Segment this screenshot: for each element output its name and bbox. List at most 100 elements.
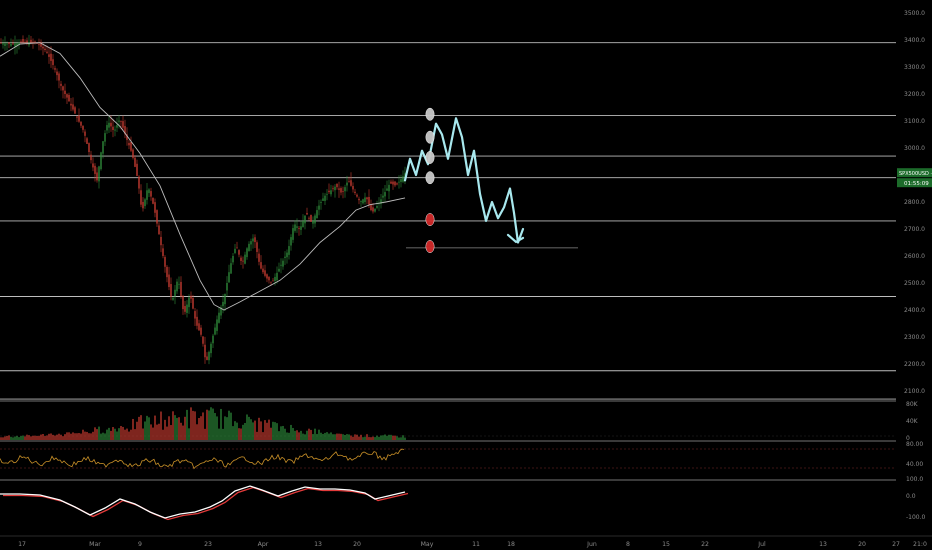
volume-bar bbox=[60, 434, 62, 440]
candle-body bbox=[328, 190, 330, 193]
candle-body bbox=[246, 248, 248, 258]
volume-bar bbox=[174, 415, 176, 440]
candle-body bbox=[244, 254, 246, 264]
candle-body bbox=[296, 226, 298, 228]
volume-bar bbox=[46, 435, 48, 440]
volume-bar bbox=[14, 436, 16, 440]
volume-bar bbox=[350, 435, 352, 440]
volume-bar bbox=[264, 420, 266, 440]
candle-body bbox=[194, 311, 196, 319]
price-tick-label: 3000.0 bbox=[904, 145, 925, 152]
volume-bar bbox=[224, 416, 226, 440]
forecast-drawing[interactable] bbox=[403, 117, 525, 244]
candle-body bbox=[380, 199, 382, 204]
candle-body bbox=[136, 163, 138, 176]
candle-body bbox=[102, 141, 104, 154]
volume-bar bbox=[278, 431, 280, 440]
volume-bar bbox=[136, 421, 138, 440]
candle-body bbox=[64, 90, 66, 94]
volume-bar bbox=[6, 435, 8, 440]
volume-bar bbox=[42, 433, 44, 440]
candle-body bbox=[58, 73, 60, 81]
candle-body bbox=[118, 120, 120, 122]
volume-bar bbox=[120, 425, 122, 440]
candle-body bbox=[152, 197, 154, 204]
volume-bar bbox=[134, 429, 136, 440]
candle-body bbox=[16, 42, 18, 46]
candle-body bbox=[330, 190, 332, 195]
volume-bar bbox=[316, 433, 318, 440]
volume-bar bbox=[160, 411, 162, 440]
candle-body bbox=[170, 284, 172, 297]
candle-body bbox=[314, 215, 316, 224]
volume-bar bbox=[146, 415, 148, 440]
time-tick-label: 17 bbox=[18, 541, 26, 548]
volume-bar bbox=[176, 417, 178, 440]
candle-body bbox=[44, 48, 46, 50]
candle-body bbox=[288, 246, 290, 255]
volume-bar bbox=[186, 409, 188, 440]
candle-body bbox=[226, 283, 228, 291]
volume-bar bbox=[244, 422, 246, 440]
candle-body bbox=[324, 195, 326, 201]
volume-bar bbox=[156, 424, 158, 440]
volume-bar bbox=[76, 433, 78, 440]
candle-body bbox=[368, 197, 370, 205]
volume-bar bbox=[114, 428, 116, 440]
candle-body bbox=[100, 152, 102, 170]
volume-bar bbox=[400, 437, 402, 440]
volume-bar bbox=[266, 422, 268, 440]
time-tick-label: 11 bbox=[472, 541, 480, 548]
candle-body bbox=[196, 316, 198, 326]
price-markers[interactable] bbox=[425, 107, 435, 254]
time-tick-label: 20 bbox=[858, 541, 866, 548]
volume-bar bbox=[302, 433, 304, 440]
candle-body bbox=[96, 172, 98, 181]
volume-bar bbox=[260, 421, 262, 440]
candle-body bbox=[200, 327, 202, 335]
candle-body bbox=[236, 247, 238, 249]
candle-body bbox=[0, 42, 2, 44]
time-tick-label: 21:0 bbox=[913, 541, 927, 548]
candle-body bbox=[98, 166, 100, 182]
candle-body bbox=[238, 250, 240, 255]
volume-bar bbox=[122, 426, 124, 440]
candle-body bbox=[124, 126, 126, 135]
symbol-badge bbox=[897, 168, 932, 178]
candle-body bbox=[158, 225, 160, 235]
candle-body bbox=[148, 189, 150, 194]
volume-bar bbox=[82, 429, 84, 440]
volume-bar bbox=[64, 434, 66, 440]
candle-body bbox=[146, 190, 148, 200]
candle-body bbox=[180, 281, 182, 297]
macd-pane bbox=[0, 485, 409, 521]
volume-bar bbox=[58, 433, 60, 440]
time-tick-label: Apr bbox=[258, 541, 269, 548]
volume-tick-label: 40K bbox=[906, 418, 919, 425]
time-tick-label: 8 bbox=[626, 541, 630, 548]
volume-bar bbox=[328, 433, 330, 440]
candle-body bbox=[402, 176, 404, 182]
candle-body bbox=[260, 262, 262, 269]
candle-body bbox=[294, 224, 296, 231]
candle-body bbox=[274, 276, 276, 281]
volume-bar bbox=[80, 433, 82, 440]
volume-bar bbox=[130, 429, 132, 440]
volume-bar bbox=[36, 436, 38, 440]
volume-bar bbox=[292, 427, 294, 440]
candle-body bbox=[122, 121, 124, 128]
volume-bar bbox=[190, 407, 192, 440]
time-tick-label: 9 bbox=[138, 541, 142, 548]
volume-bar bbox=[284, 428, 286, 440]
volume-bar bbox=[100, 433, 102, 440]
volume-bar bbox=[398, 437, 400, 440]
volume-bar bbox=[214, 413, 216, 440]
candle-body bbox=[276, 272, 278, 281]
volume-bar bbox=[70, 433, 72, 440]
volume-bar bbox=[358, 436, 360, 440]
volume-bar bbox=[332, 434, 334, 440]
volume-bar bbox=[304, 434, 306, 440]
price-tick-label: 3100.0 bbox=[904, 118, 925, 125]
price-tick-label: 2600.0 bbox=[904, 253, 925, 260]
